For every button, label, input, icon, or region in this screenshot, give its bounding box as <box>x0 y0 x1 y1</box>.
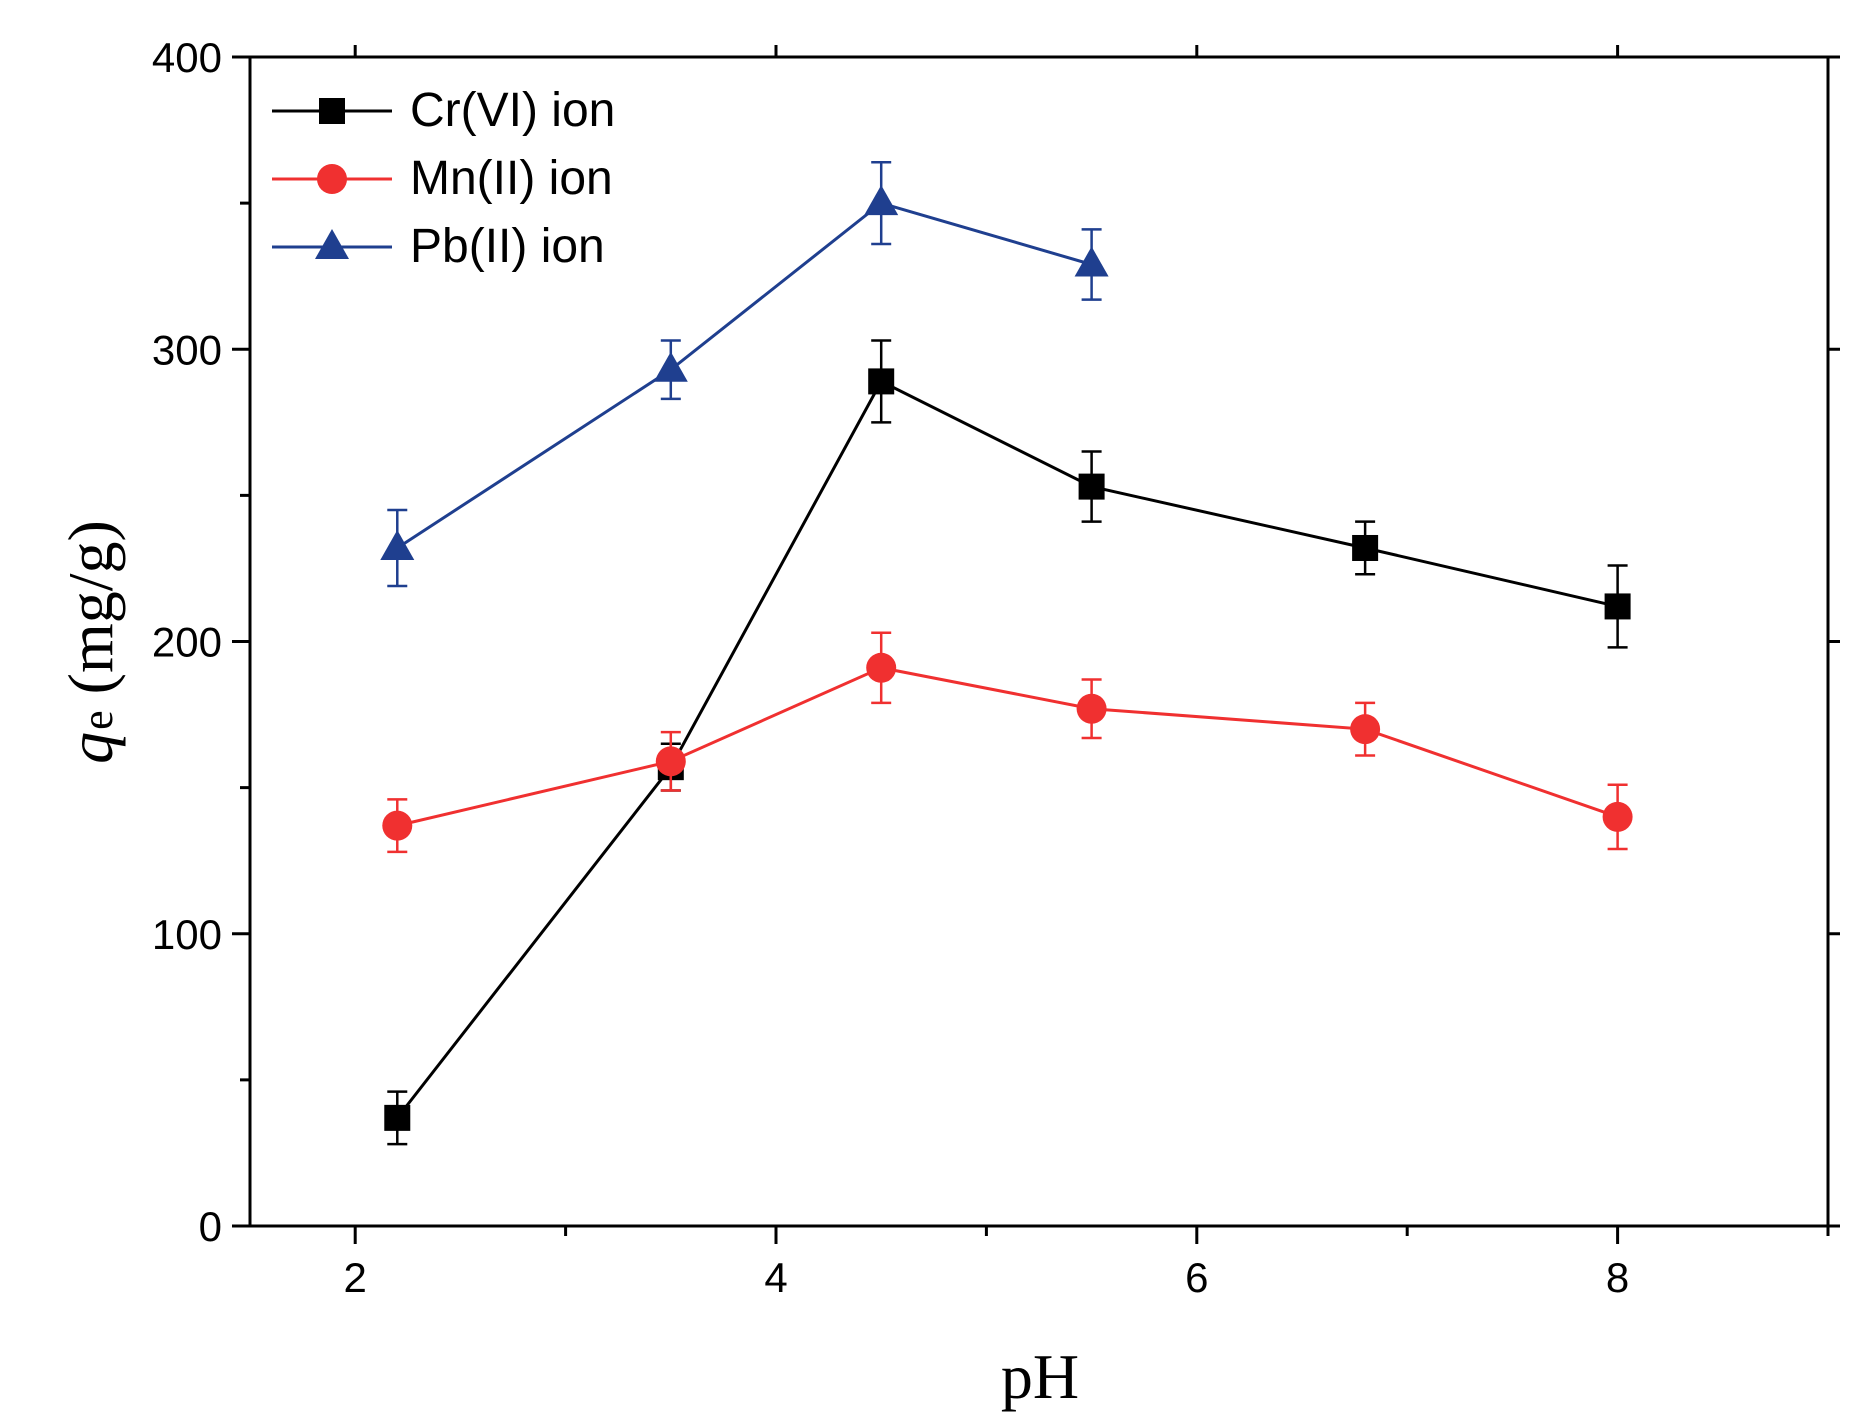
x-tick-label: 8 <box>1606 1254 1629 1301</box>
data-point <box>1352 534 1379 561</box>
legend-marker-circle <box>317 164 347 194</box>
data-point <box>384 1104 411 1131</box>
axis-ticks: 2 4 6 8 0 100 200 300 400 <box>152 34 1840 1301</box>
series-triangle <box>380 160 1109 588</box>
y-tick-label: 200 <box>152 619 222 666</box>
data-point <box>1604 593 1631 620</box>
legend-label-cr: Cr(VI) ion <box>410 84 615 137</box>
x-tick-label: 4 <box>764 1254 787 1301</box>
x-tick-label: 6 <box>1185 1254 1208 1301</box>
series-line <box>396 201 1093 550</box>
legend-label-pb: Pb(II) ion <box>410 220 605 273</box>
data-point <box>1076 693 1107 724</box>
data-point <box>868 368 895 395</box>
y-tick-label: 300 <box>152 326 222 373</box>
data-point <box>382 810 413 841</box>
data-point <box>1350 714 1381 745</box>
y-axis-subscript: e <box>73 710 122 730</box>
legend-label-mn: Mn(II) ion <box>410 152 613 205</box>
svg-text:qe(mg/g): qe (mg/g) <box>55 520 126 764</box>
series-line <box>396 666 1619 828</box>
data-point <box>1602 801 1633 832</box>
y-axis-unit: (mg/g) <box>55 520 126 694</box>
legend-marker-square <box>319 98 345 124</box>
x-axis-title: pH <box>1001 1341 1079 1412</box>
y-tick-label: 400 <box>152 34 222 81</box>
series-circle <box>382 631 1633 854</box>
legend-marker-triangle <box>315 229 349 259</box>
legend-markers <box>272 98 392 259</box>
data-point <box>380 529 415 560</box>
y-tick-label: 100 <box>152 911 222 958</box>
y-axis-title: qe (mg/g) <box>55 520 126 764</box>
series-layer <box>380 160 1633 1146</box>
data-point <box>653 351 688 382</box>
y-tick-label: 0 <box>199 1203 222 1250</box>
data-point <box>1074 246 1109 277</box>
data-point <box>864 185 899 216</box>
series-square <box>384 339 1631 1146</box>
x-tick-label: 2 <box>344 1254 367 1301</box>
data-point <box>1078 473 1105 500</box>
legend: Cr(VI) ion Mn(II) ion Pb(II) ion <box>272 84 615 273</box>
y-axis-symbol: q <box>55 732 126 764</box>
data-point <box>655 746 686 777</box>
data-point <box>866 652 897 683</box>
series-line <box>396 379 1618 1119</box>
